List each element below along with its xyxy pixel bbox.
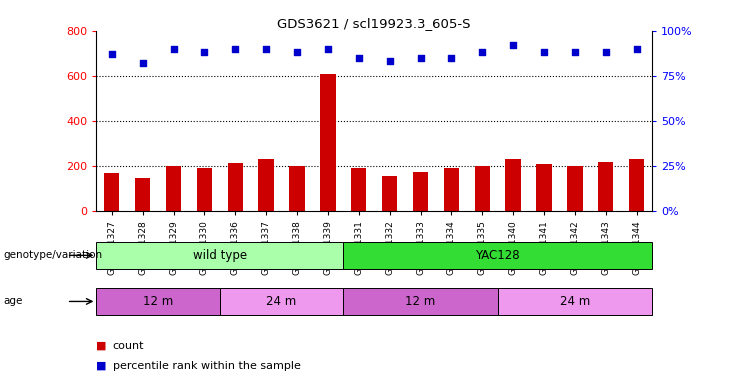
Bar xyxy=(196,168,212,211)
Bar xyxy=(343,242,652,269)
Point xyxy=(384,58,396,65)
Text: wild type: wild type xyxy=(193,249,247,262)
Point xyxy=(476,49,488,55)
Bar xyxy=(382,176,397,211)
Text: ■: ■ xyxy=(96,361,107,371)
Point xyxy=(136,60,148,66)
Point xyxy=(507,42,519,48)
Bar xyxy=(474,166,490,211)
Bar xyxy=(220,288,343,315)
Point xyxy=(260,46,272,52)
Bar xyxy=(227,163,243,211)
Bar xyxy=(629,159,645,211)
Text: YAC128: YAC128 xyxy=(476,249,520,262)
Bar xyxy=(135,179,150,211)
Bar xyxy=(444,168,459,211)
Bar xyxy=(413,172,428,211)
Point xyxy=(229,46,241,52)
Text: age: age xyxy=(4,296,23,306)
Text: genotype/variation: genotype/variation xyxy=(4,250,103,260)
Bar xyxy=(320,74,336,211)
Point xyxy=(291,49,303,55)
Bar xyxy=(498,288,652,315)
Bar xyxy=(536,164,552,211)
Bar xyxy=(598,162,614,211)
Point xyxy=(631,46,642,52)
Point xyxy=(322,46,333,52)
Bar xyxy=(343,288,498,315)
Point xyxy=(353,55,365,61)
Bar xyxy=(351,168,367,211)
Text: count: count xyxy=(113,341,144,351)
Point xyxy=(415,55,427,61)
Title: GDS3621 / scl19923.3_605-S: GDS3621 / scl19923.3_605-S xyxy=(277,17,471,30)
Bar xyxy=(96,242,343,269)
Point xyxy=(167,46,179,52)
Bar xyxy=(96,288,220,315)
Point xyxy=(538,49,550,55)
Bar xyxy=(289,166,305,211)
Bar xyxy=(567,166,582,211)
Text: 12 m: 12 m xyxy=(143,295,173,308)
Point xyxy=(199,49,210,55)
Bar xyxy=(166,166,182,211)
Text: percentile rank within the sample: percentile rank within the sample xyxy=(113,361,301,371)
Text: 24 m: 24 m xyxy=(267,295,296,308)
Text: ■: ■ xyxy=(96,341,107,351)
Point xyxy=(106,51,118,57)
Bar xyxy=(104,173,119,211)
Bar xyxy=(505,159,521,211)
Bar xyxy=(259,159,274,211)
Point xyxy=(445,55,457,61)
Point xyxy=(569,49,581,55)
Text: 24 m: 24 m xyxy=(559,295,590,308)
Point xyxy=(600,49,612,55)
Text: 12 m: 12 m xyxy=(405,295,436,308)
